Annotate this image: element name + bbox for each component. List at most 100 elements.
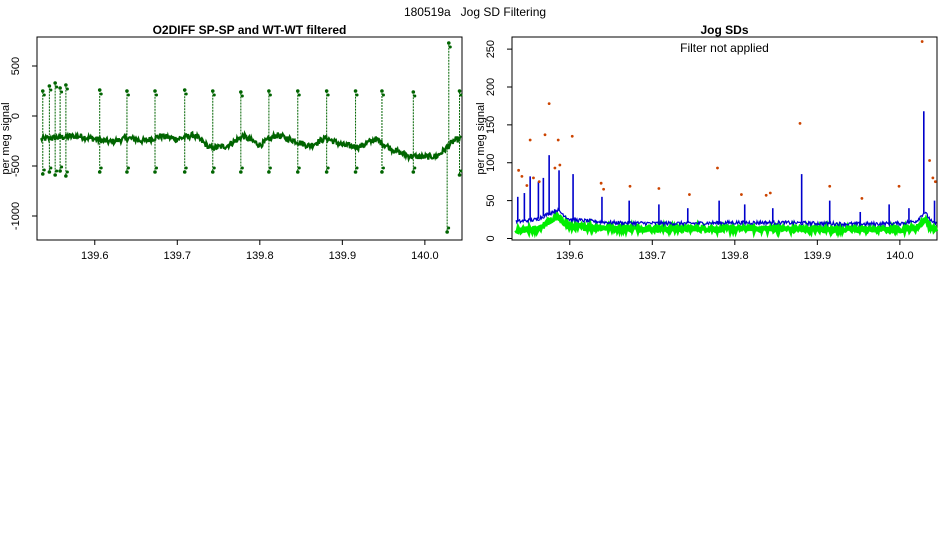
data-point [60,90,64,94]
x-tick-label: 139.8 [246,250,274,262]
data-point-red [768,191,772,195]
x-tick-label: 140.0 [886,250,914,262]
x-tick-label: 139.6 [556,250,584,262]
y-tick-label: 250 [485,40,497,58]
series-line [40,130,463,163]
x-tick-label: 139.9 [804,250,832,262]
y-tick-label: 50 [485,194,497,206]
data-point [210,89,215,93]
data-point-red [528,138,532,142]
data-point-red [553,166,557,170]
data-point [459,169,463,173]
data-point [155,166,159,170]
panel-title: O2DIFF SP-SP and WT-WT filtered [153,23,347,37]
data-point [446,41,451,45]
data-point [295,89,300,93]
data-point-red [740,193,743,196]
annotation: Filter not applied [680,41,769,55]
data-point [239,170,243,174]
data-point-red [628,184,632,188]
data-point [240,94,244,98]
data-point [184,92,188,96]
data-point [65,87,69,91]
data-point-red [543,133,547,137]
y-tick-label: 100 [485,154,497,172]
data-point [324,89,329,93]
data-point [355,93,359,97]
data-point [60,165,64,169]
data-point [49,166,53,170]
data-point [210,170,215,174]
data-point [65,170,69,174]
data-point [58,169,62,173]
y-axis-label: per meg signal [0,102,12,174]
y-tick-label: 500 [10,57,22,75]
x-tick-label: 139.9 [329,250,357,262]
data-point-red [828,184,832,188]
data-point-red [537,180,541,184]
data-point [413,166,417,170]
data-point-red [860,196,864,200]
data-point [153,170,157,174]
x-tick-label: 140.0 [411,250,439,262]
data-point [380,170,384,174]
data-point [240,166,244,170]
data-point-red [556,138,560,142]
data-point-red [657,187,661,190]
data-point [126,166,130,170]
data-point [268,93,272,97]
data-point [459,93,463,97]
data-point-red [716,166,719,170]
x-tick-label: 139.7 [639,250,667,262]
data-point [267,170,271,174]
data-point [445,230,449,234]
data-point [295,170,300,174]
y-axis-label: per meg signal [475,102,487,174]
plot-frame [511,36,938,241]
data-point-red [532,176,535,180]
data-point [297,166,301,170]
panel-title: Jog SDs [700,23,748,37]
data-point-red [933,180,937,184]
data-point [411,170,416,174]
data-point [380,89,384,93]
series-line-blue [515,207,937,228]
data-point [40,89,45,93]
data-point [64,174,68,178]
data-point [447,226,451,230]
data-point-red [520,174,524,178]
data-point [239,90,243,94]
data-point [40,172,45,176]
data-point [49,88,53,92]
data-point-red [931,176,935,180]
data-point [411,90,416,94]
data-point [182,88,187,92]
data-point [457,173,462,177]
data-point [55,169,59,173]
plot-frame [36,36,463,241]
data-point [297,93,301,97]
data-point [53,81,57,85]
data-point [126,93,130,97]
data-point [267,89,271,93]
data-point [97,88,102,92]
data-point [47,170,52,174]
data-point-red [688,193,691,196]
data-point [99,166,103,170]
data-point [326,166,330,170]
data-point [353,89,358,93]
data-point-red [798,121,802,125]
data-point [53,173,57,177]
data-point-red [525,184,529,187]
data-point [47,84,52,88]
data-point [58,86,62,90]
data-point [212,166,216,170]
data-point [153,89,157,93]
data-point [99,92,103,96]
data-point-red [558,163,562,167]
data-point-red [920,40,924,43]
data-point-red [602,187,606,191]
series-line-green [514,209,939,239]
y-tick-label: 150 [485,116,497,134]
